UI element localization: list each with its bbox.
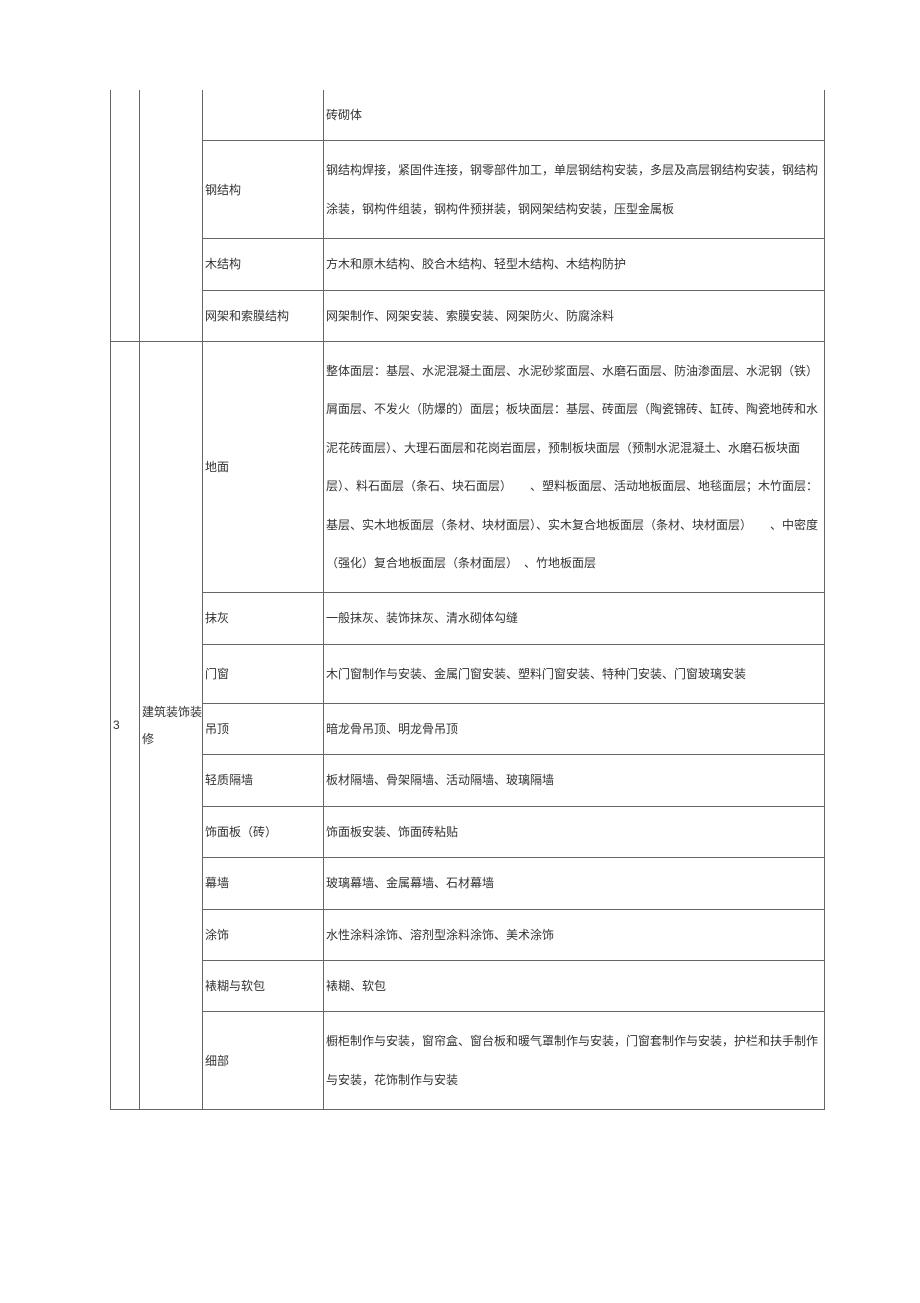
table-cell: 涂饰 bbox=[203, 909, 324, 960]
table-cell: 裱糊与软包 bbox=[203, 961, 324, 1012]
table-cell: 网架制作、网架安装、索膜安装、网架防火、防腐涂料 bbox=[324, 290, 825, 341]
table-cell bbox=[203, 90, 324, 141]
table-cell: 建筑装饰装修 bbox=[140, 341, 203, 1109]
table-cell bbox=[140, 90, 203, 341]
cell-text: 饰面板（砖） bbox=[205, 825, 277, 839]
cell-text: 细部 bbox=[205, 1054, 229, 1068]
table-cell: 3 bbox=[111, 341, 140, 1109]
table-cell: 地面 bbox=[203, 341, 324, 592]
table-cell: 整体面层：基层、水泥混凝土面层、水泥砂浆面层、水磨石面层、防油渗面层、水泥钢（铁… bbox=[324, 341, 825, 592]
content-table: 砖砌体 钢结构 钢结构焊接，紧固件连接，钢零部件加工，单层钢结构安装，多层及高层… bbox=[110, 90, 825, 1110]
cell-text: 吊顶 bbox=[205, 722, 229, 736]
cell-text: 板材隔墙、骨架隔墙、活动隔墙、玻璃隔墙 bbox=[326, 773, 554, 787]
cell-text: 橱柜制作与安装，窗帘盒、窗台板和暖气罩制作与安装，门窗套制作与安装，护栏和扶手制… bbox=[326, 1034, 818, 1086]
cell-text: 钢结构 bbox=[205, 183, 241, 197]
table-cell: 木门窗制作与安装、金属门窗安装、塑料门窗安装、特种门安装、门窗玻璃安装 bbox=[324, 644, 825, 703]
table-cell bbox=[111, 90, 140, 341]
cell-text: 钢结构焊接，紧固件连接，钢零部件加工，单层钢结构安装，多层及高层钢结构安装，钢结… bbox=[326, 163, 818, 215]
cell-text: 玻璃幕墙、金属幕墙、石材幕墙 bbox=[326, 876, 494, 890]
cell-text: 裱糊与软包 bbox=[205, 979, 265, 993]
table-cell: 门窗 bbox=[203, 644, 324, 703]
table-cell: 轻质隔墙 bbox=[203, 755, 324, 806]
table-cell: 饰面板（砖） bbox=[203, 806, 324, 857]
table-cell: 方木和原木结构、胶合木结构、轻型木结构、木结构防护 bbox=[324, 239, 825, 290]
cell-text: 轻质隔墙 bbox=[205, 773, 253, 787]
cell-text: 网架制作、网架安装、索膜安装、网架防火、防腐涂料 bbox=[326, 309, 614, 323]
cell-text: 整体面层：基层、水泥混凝土面层、水泥砂浆面层、水磨石面层、防油渗面层、水泥钢（铁… bbox=[326, 364, 818, 570]
table-cell: 网架和索膜结构 bbox=[203, 290, 324, 341]
table-cell: 裱糊、软包 bbox=[324, 961, 825, 1012]
cell-text: 木结构 bbox=[205, 257, 241, 271]
cell-text: 裱糊、软包 bbox=[326, 979, 386, 993]
cell-text: 一般抹灰、装饰抹灰、清水砌体勾缝 bbox=[326, 611, 518, 625]
cell-text: 砖砌体 bbox=[326, 108, 362, 122]
table-cell: 玻璃幕墙、金属幕墙、石材幕墙 bbox=[324, 858, 825, 909]
table-cell: 水性涂料涂饰、溶剂型涂料涂饰、美术涂饰 bbox=[324, 909, 825, 960]
cell-text: 饰面板安装、饰面砖粘贴 bbox=[326, 825, 458, 839]
table-cell: 抹灰 bbox=[203, 593, 324, 644]
cell-text: 3 bbox=[113, 718, 120, 732]
table-cell: 钢结构 bbox=[203, 141, 324, 239]
cell-text: 地面 bbox=[205, 460, 229, 474]
cell-text: 暗龙骨吊顶、明龙骨吊顶 bbox=[326, 722, 458, 736]
cell-text: 水性涂料涂饰、溶剂型涂料涂饰、美术涂饰 bbox=[326, 928, 554, 942]
cell-text: 网架和索膜结构 bbox=[205, 309, 289, 323]
table-cell: 橱柜制作与安装，窗帘盒、窗台板和暖气罩制作与安装，门窗套制作与安装，护栏和扶手制… bbox=[324, 1012, 825, 1110]
table-cell: 幕墙 bbox=[203, 858, 324, 909]
cell-text: 涂饰 bbox=[205, 928, 229, 942]
table-cell: 饰面板安装、饰面砖粘贴 bbox=[324, 806, 825, 857]
cell-text: 幕墙 bbox=[205, 876, 229, 890]
table-cell: 吊顶 bbox=[203, 704, 324, 755]
table-cell: 细部 bbox=[203, 1012, 324, 1110]
table-cell: 一般抹灰、装饰抹灰、清水砌体勾缝 bbox=[324, 593, 825, 644]
cell-text: 木门窗制作与安装、金属门窗安装、塑料门窗安装、特种门安装、门窗玻璃安装 bbox=[326, 667, 746, 681]
cell-text: 门窗 bbox=[205, 667, 229, 681]
table-cell: 板材隔墙、骨架隔墙、活动隔墙、玻璃隔墙 bbox=[324, 755, 825, 806]
cell-text: 方木和原木结构、胶合木结构、轻型木结构、木结构防护 bbox=[326, 257, 626, 271]
table-cell: 木结构 bbox=[203, 239, 324, 290]
table-cell: 钢结构焊接，紧固件连接，钢零部件加工，单层钢结构安装，多层及高层钢结构安装，钢结… bbox=[324, 141, 825, 239]
cell-text: 建筑装饰装修 bbox=[142, 705, 202, 745]
cell-text: 抹灰 bbox=[205, 611, 229, 625]
table-cell: 暗龙骨吊顶、明龙骨吊顶 bbox=[324, 704, 825, 755]
table-cell: 砖砌体 bbox=[324, 90, 825, 141]
